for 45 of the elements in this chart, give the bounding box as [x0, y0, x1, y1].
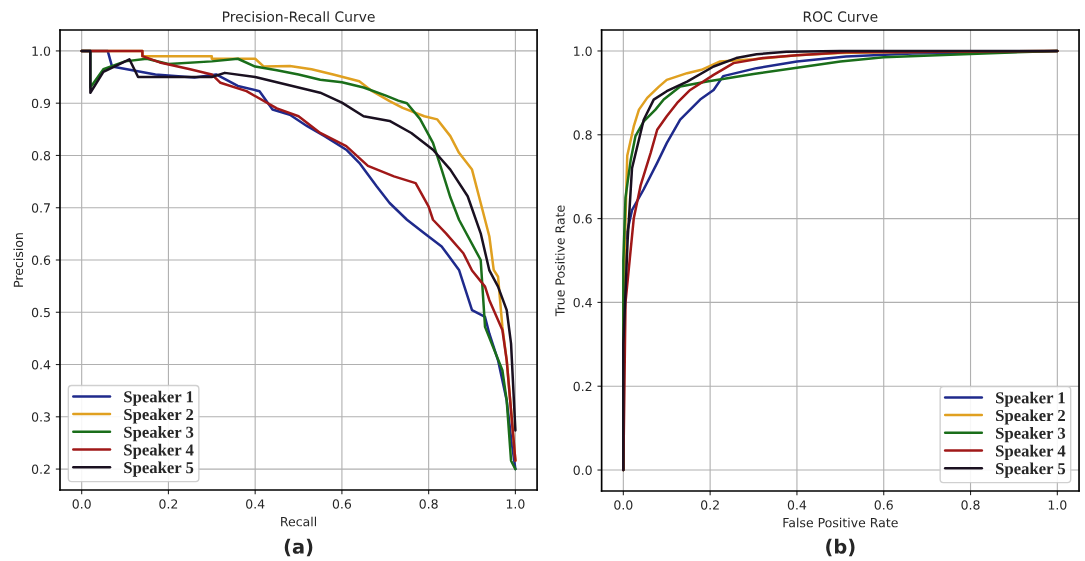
- y-tick-label: 0.2: [573, 381, 592, 392]
- x-tick-label: 0.0: [614, 500, 633, 510]
- y-axis-title: True Positive Rate: [555, 205, 565, 317]
- x-tick-label: 1.0: [1048, 500, 1067, 510]
- legend-label: Speaker 2: [996, 409, 1065, 425]
- text: (b): [826, 538, 855, 557]
- legend-label: Speaker 5: [996, 462, 1066, 478]
- y-tick-label: 0.7: [31, 203, 50, 213]
- y-tick-label: 0.2: [31, 464, 50, 474]
- legend-label: Speaker 2: [124, 408, 194, 424]
- y-tick-label: 0.4: [573, 297, 592, 308]
- x-tick-label: 0.4: [246, 499, 265, 509]
- y-tick-label: 0.0: [573, 465, 592, 475]
- x-axis-title: Recall: [281, 516, 317, 527]
- legend-label: Speaker 4: [124, 443, 194, 459]
- y-tick-label: 0.3: [31, 412, 50, 422]
- x-tick-label: 0.8: [961, 500, 980, 510]
- x-tick-label: 0.0: [72, 499, 91, 509]
- y-tick-label: 0.4: [31, 360, 51, 370]
- x-tick-label: 0.8: [419, 499, 438, 509]
- y-tick-label: 1.0: [574, 46, 592, 56]
- x-tick-label: 0.6: [332, 499, 352, 509]
- y-tick-label: 0.8: [31, 150, 51, 161]
- legend-label: Speaker 3: [996, 427, 1066, 443]
- y-tick-label: 0.6: [573, 214, 592, 224]
- y-tick-label: 1.0: [32, 46, 51, 56]
- legend-label: Speaker 1: [996, 391, 1065, 407]
- x-axis-title: False Positive Rate: [783, 517, 898, 528]
- legend-label: Speaker 5: [124, 461, 194, 477]
- legend-label: Speaker 3: [124, 426, 194, 442]
- legend-label: Speaker 4: [996, 444, 1066, 460]
- x-tick-label: 0.2: [159, 499, 178, 509]
- y-tick-label: 0.5: [31, 307, 50, 318]
- x-tick-label: 1.0: [506, 499, 525, 509]
- chart-title: Precision-Recall Curve: [223, 11, 375, 22]
- y-axis-title: Precision: [13, 233, 24, 287]
- text: (a): [284, 538, 313, 557]
- chart-title: ROC Curve: [803, 11, 878, 22]
- x-tick-label: 0.2: [701, 500, 719, 510]
- y-tick-label: 0.8: [573, 130, 592, 140]
- x-tick-label: 0.4: [787, 500, 807, 510]
- legend-label: Speaker 1: [124, 390, 194, 406]
- y-tick-label: 0.6: [31, 255, 51, 265]
- y-tick-label: 0.9: [31, 98, 51, 109]
- x-tick-label: 0.6: [874, 500, 893, 510]
